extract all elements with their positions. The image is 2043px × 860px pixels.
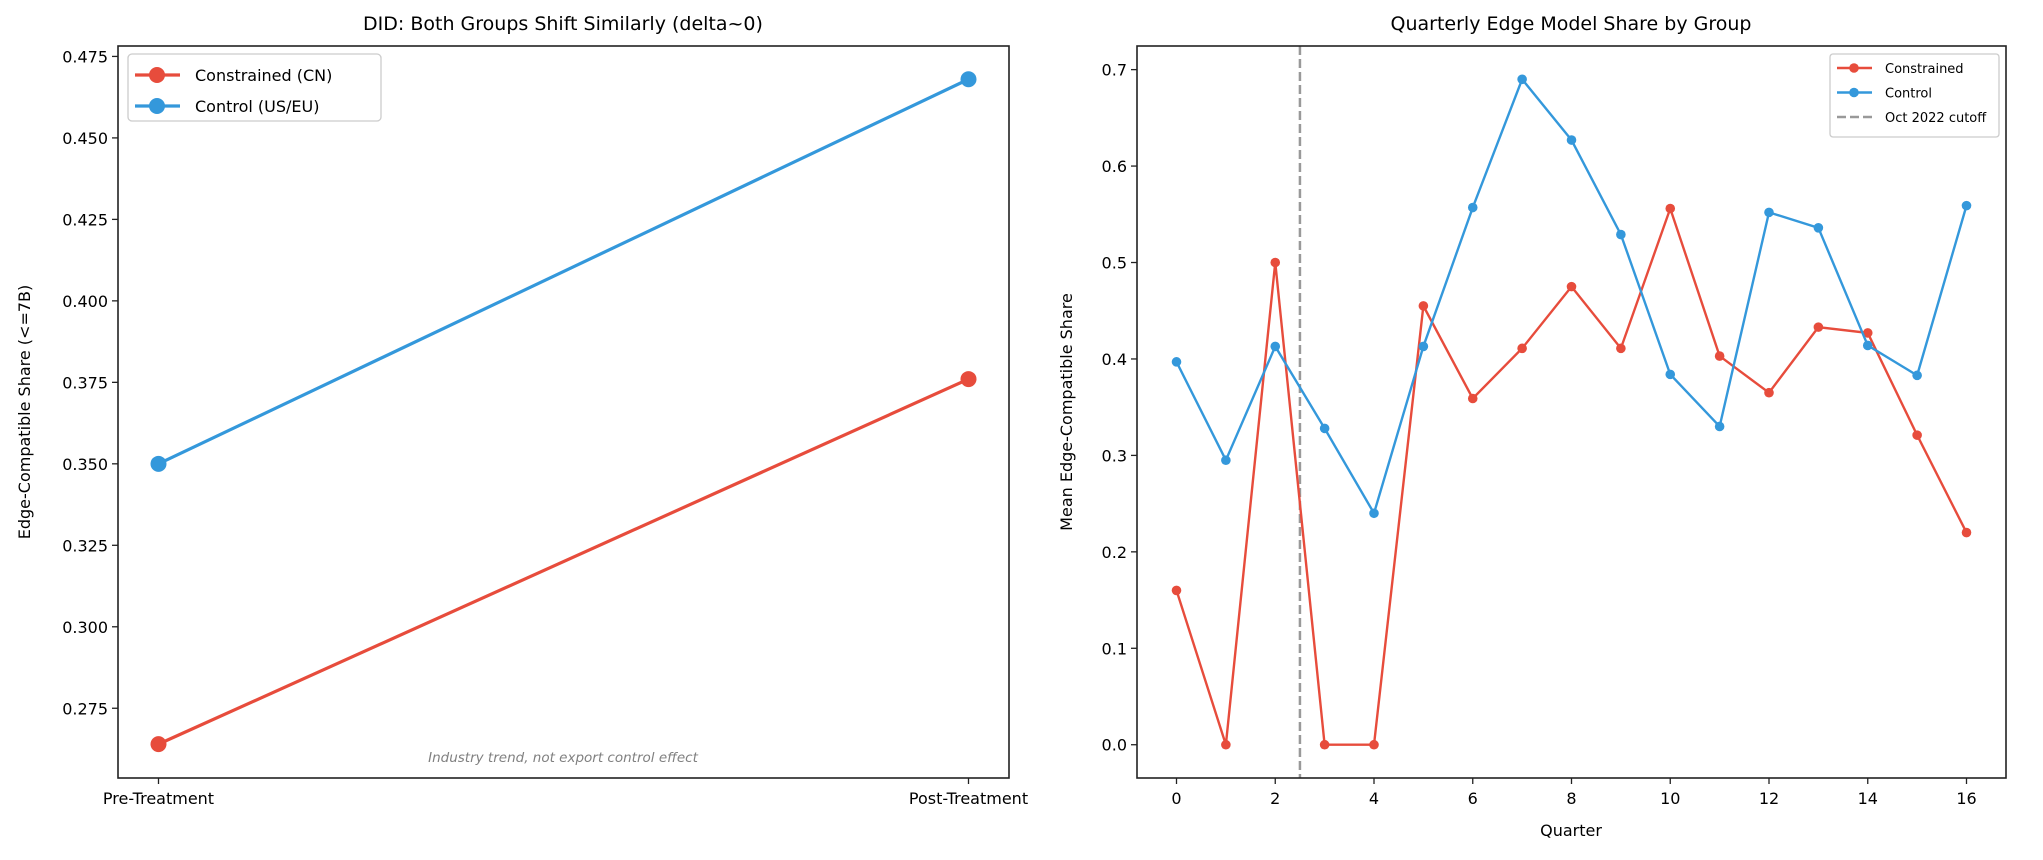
x-tick-label: Pre-Treatment — [103, 789, 214, 808]
data-point — [1418, 341, 1429, 352]
legend-label: Control — [1885, 87, 1932, 102]
legend-label: Oct 2022 cutoff — [1885, 111, 1987, 126]
legend: Constrained (CN) Control (US/EU) — [127, 53, 382, 122]
data-point — [1813, 322, 1824, 332]
data-point — [1764, 207, 1774, 218]
data-point — [150, 455, 167, 472]
data-point — [1912, 430, 1922, 440]
y-tick-label: 0.375 — [62, 373, 108, 392]
data-point — [1517, 343, 1527, 354]
data-point — [1862, 328, 1873, 338]
x-tick-label: 12 — [1759, 789, 1779, 808]
data-point — [1665, 369, 1676, 380]
quarterly-y-axis-label: Mean Edge-Compatible Share — [1057, 293, 1076, 531]
data-point — [1171, 357, 1182, 367]
legend-marker — [1849, 87, 1859, 98]
y-tick-label: 0.425 — [62, 210, 108, 229]
data-point — [1566, 281, 1577, 292]
did-annotation: Industry trend, not export control effec… — [428, 750, 698, 766]
x-tick-label: 6 — [1468, 789, 1478, 808]
data-point — [1270, 341, 1281, 352]
y-tick-label: 0.2 — [1102, 543, 1127, 562]
x-tick-label: 4 — [1369, 789, 1379, 808]
y-tick-label: 0.450 — [62, 129, 108, 148]
data-point — [1221, 455, 1231, 466]
legend-label: Constrained — [1885, 62, 1964, 77]
legend-label: Constrained (CN) — [195, 66, 332, 85]
y-tick-label: 0.0 — [1102, 736, 1127, 755]
y-tick-label: 0.325 — [62, 536, 108, 555]
data-point — [1616, 343, 1626, 354]
x-tick-label: 10 — [1660, 789, 1680, 808]
data-point — [150, 736, 167, 753]
y-tick-label: 0.4 — [1102, 350, 1127, 369]
did-y-axis-label: Edge-Compatible Share (<=7B) — [15, 285, 34, 540]
did-chart: DID: Both Groups Shift Similarly (delta~… — [15, 13, 1028, 808]
y-tick-label: 0.350 — [62, 455, 108, 474]
series-line-control — [157, 77, 970, 466]
legend-marker — [1849, 63, 1859, 73]
y-tick-label: 0.1 — [1102, 639, 1127, 658]
data-point — [1665, 203, 1676, 214]
data-point — [960, 71, 977, 88]
y-tick-label: 0.7 — [1102, 61, 1127, 80]
data-point — [1270, 257, 1281, 268]
quarterly-chart: Quarterly Edge Model Share by Group Mean… — [1057, 13, 2007, 840]
y-tick-label: 0.5 — [1102, 254, 1127, 273]
y-tick-label: 0.275 — [62, 699, 108, 718]
data-point — [1467, 202, 1478, 213]
x-tick-label: 14 — [1858, 789, 1878, 808]
legend-label: Control (US/EU) — [195, 97, 319, 116]
x-tick-label: 8 — [1566, 789, 1576, 808]
data-point — [1714, 421, 1725, 432]
data-point — [1369, 739, 1379, 750]
quarterly-chart-title: Quarterly Edge Model Share by Group — [1391, 13, 1752, 35]
data-point — [1319, 739, 1330, 750]
data-point — [1369, 508, 1379, 519]
y-tick-label: 0.6 — [1102, 157, 1127, 176]
data-point — [1418, 301, 1429, 311]
data-point — [1764, 387, 1774, 398]
plot-frame — [1136, 45, 2007, 779]
x-tick-label: 2 — [1270, 789, 1280, 808]
data-point — [960, 371, 977, 388]
data-point — [1813, 222, 1824, 233]
data-point — [1319, 423, 1330, 434]
series-line-constrained — [157, 377, 970, 746]
legend-marker — [149, 67, 165, 83]
plot-frame — [117, 45, 1010, 779]
legend: Constrained Control Oct 2022 cutoff — [1829, 53, 2000, 138]
quarterly-x-axis-label: Quarter — [1540, 821, 1602, 840]
data-point — [1961, 200, 1972, 211]
y-tick-label: 0.475 — [62, 47, 108, 66]
data-point — [1467, 393, 1478, 404]
legend-marker — [149, 98, 165, 114]
data-point — [1616, 229, 1626, 240]
data-point — [1912, 370, 1922, 381]
y-tick-label: 0.300 — [62, 618, 108, 637]
did-chart-title: DID: Both Groups Shift Similarly (delta~… — [363, 13, 763, 35]
data-point — [1566, 135, 1577, 145]
x-tick-label: 0 — [1171, 789, 1181, 808]
legend-box — [127, 53, 382, 122]
data-point — [1221, 739, 1231, 750]
data-point — [1862, 340, 1873, 351]
x-tick-label: 16 — [1956, 789, 1976, 808]
legend-box — [1829, 53, 2000, 138]
x-tick-label: Post-Treatment — [909, 789, 1028, 808]
y-tick-label: 0.3 — [1102, 446, 1127, 465]
data-point — [1961, 527, 1972, 538]
data-point — [1714, 351, 1725, 361]
y-tick-label: 0.400 — [62, 292, 108, 311]
data-point — [1171, 585, 1182, 596]
data-point — [1517, 74, 1527, 85]
